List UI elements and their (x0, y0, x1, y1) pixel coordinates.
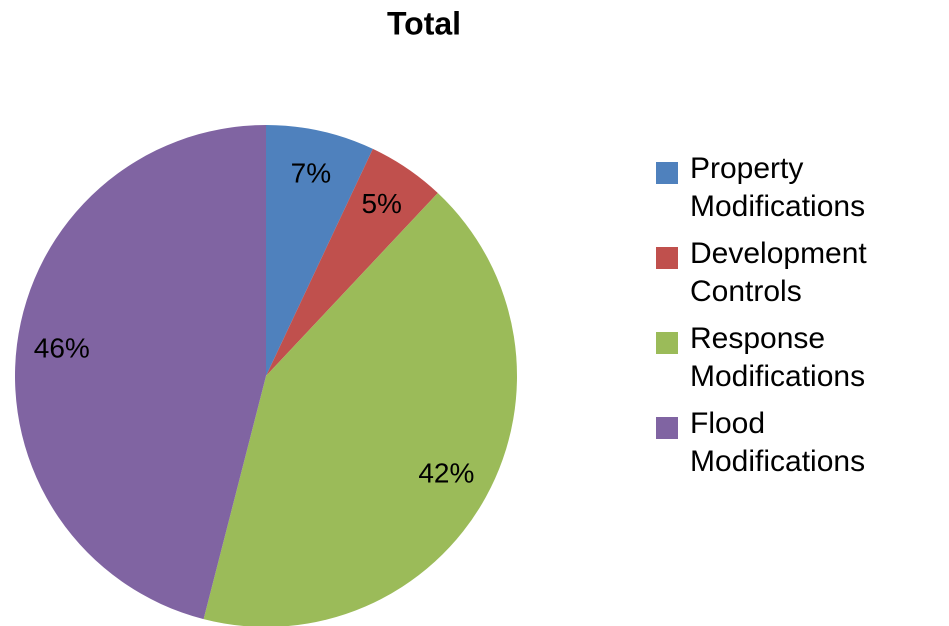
chart-title: Total (387, 5, 461, 41)
legend: Property Modifications Development Contro… (656, 150, 946, 490)
data-label: 5% (361, 188, 401, 219)
legend-swatch (656, 417, 678, 439)
pie-slice (266, 125, 373, 376)
data-label: 46% (34, 333, 90, 364)
legend-label: Property Modifications (690, 152, 866, 223)
legend-item: Property Modifications (656, 150, 946, 226)
legend-swatch (656, 162, 678, 184)
pie-slice (15, 125, 266, 620)
data-label: 7% (291, 158, 331, 189)
data-label: 42% (418, 458, 474, 489)
pie-slice (203, 193, 517, 626)
legend-item: Flood Modifications (656, 405, 946, 481)
legend-label: Response Modifications (690, 322, 866, 393)
legend-swatch (656, 332, 678, 354)
legend-label: Flood Modifications (690, 407, 866, 478)
legend-item: Response Modifications (656, 320, 946, 396)
legend-label: Development Controls (690, 237, 867, 308)
legend-item: Development Controls (656, 235, 946, 311)
legend-swatch (656, 247, 678, 269)
pie-slice (266, 148, 438, 376)
